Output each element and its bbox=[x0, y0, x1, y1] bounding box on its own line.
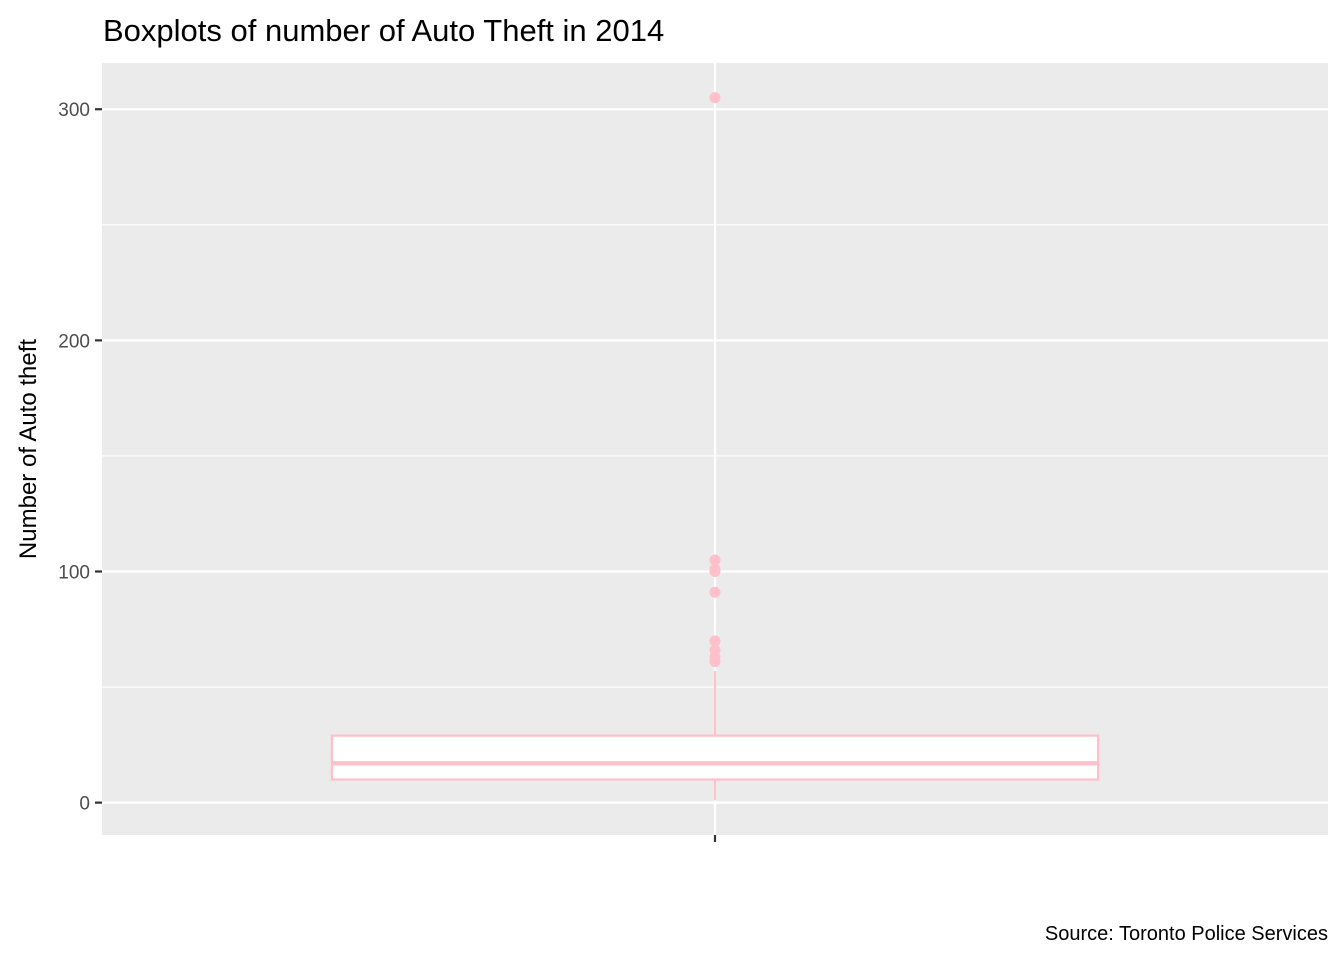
chart-title: Boxplots of number of Auto Theft in 2014 bbox=[103, 13, 664, 48]
gridlines bbox=[102, 63, 1328, 835]
y-tick-label: 300 bbox=[58, 100, 90, 121]
chart-caption: Source: Toronto Police Services bbox=[1045, 923, 1328, 945]
y-tick-label: 200 bbox=[58, 331, 90, 352]
outlier-point bbox=[709, 635, 721, 647]
boxplot bbox=[330, 92, 1100, 801]
box-iqr bbox=[330, 734, 1100, 781]
y-tick-label: 100 bbox=[58, 563, 90, 584]
y-axis: 0 100 200 300 bbox=[58, 100, 102, 815]
y-tick-label: 0 bbox=[79, 794, 90, 815]
outlier-point bbox=[709, 92, 721, 104]
outlier-point bbox=[709, 554, 721, 566]
outlier-point bbox=[709, 586, 721, 598]
y-axis-label: Number of Auto theft bbox=[15, 339, 42, 559]
outlier-point bbox=[709, 656, 721, 668]
outlier-point bbox=[709, 566, 721, 578]
